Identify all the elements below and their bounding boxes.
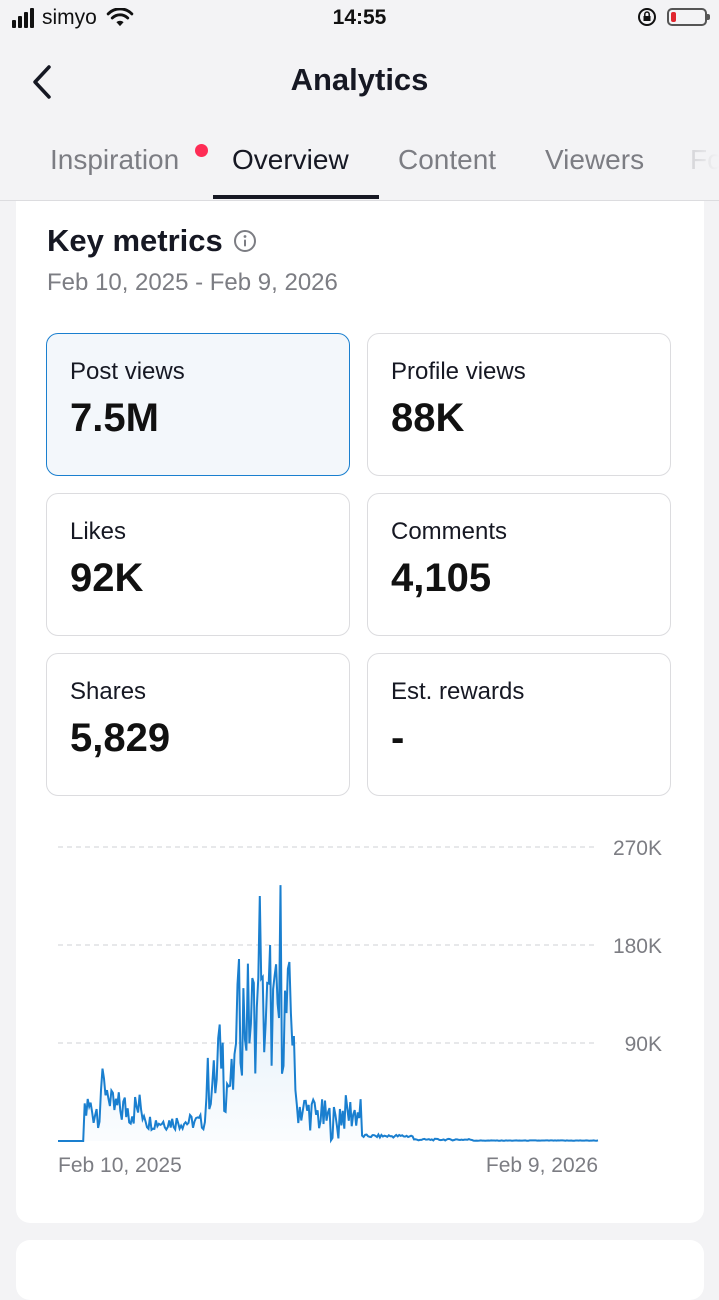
header: Analytics	[0, 40, 719, 122]
back-button[interactable]	[22, 62, 62, 102]
rotation-lock-icon	[638, 8, 656, 26]
tab-fade	[679, 122, 719, 200]
metric-label: Est. rewards	[391, 678, 525, 705]
tab-inspiration[interactable]: Inspiration	[50, 144, 180, 175]
notification-dot	[195, 144, 208, 157]
metric-value: 7.5M	[70, 396, 159, 440]
active-tab-indicator	[213, 195, 379, 199]
x-start-label: Feb 10, 2025	[58, 1154, 182, 1177]
y-tick-label: 270K	[613, 837, 662, 860]
metric-label: Comments	[391, 518, 508, 545]
metric-shares[interactable]: Shares 5,829	[46, 653, 350, 796]
metric-label: Post views	[70, 358, 185, 385]
y-tick-label: 180K	[613, 935, 662, 958]
series-area	[58, 885, 598, 1141]
status-left: simyo	[12, 6, 135, 30]
wifi-icon	[106, 8, 134, 27]
date-range: Feb 10, 2025 - Feb 9, 2026	[47, 269, 338, 296]
info-icon[interactable]	[233, 229, 257, 253]
metric-label: Likes	[70, 518, 127, 545]
battery-icon	[667, 8, 710, 26]
metric-est-rewards[interactable]: Est. rewards -	[367, 653, 671, 796]
post-views-chart: 90K 180K 270K Feb 10, 2025 Feb 9, 2026	[58, 837, 662, 1177]
tab-content[interactable]: Content	[398, 144, 497, 175]
metric-label: Shares	[70, 678, 147, 705]
metric-value: 4,105	[391, 556, 492, 600]
chevron-left-icon	[33, 65, 51, 99]
y-tick-label: 90K	[625, 1033, 662, 1056]
tab-bar: Inspiration Overview Content Viewers Fo	[0, 122, 719, 201]
carrier-name: simyo	[42, 6, 97, 29]
status-right	[637, 7, 710, 27]
metric-post-views[interactable]: Post views 7.5M	[46, 333, 350, 476]
metric-label: Profile views	[391, 358, 526, 385]
key-metrics-title: Key metrics	[47, 223, 223, 258]
signal-icon	[12, 8, 34, 28]
metric-value: 88K	[391, 396, 465, 440]
status-bar: simyo 14:55	[0, 0, 719, 40]
series-line	[58, 885, 599, 1144]
tab-viewers[interactable]: Viewers	[545, 144, 645, 175]
tab-overview[interactable]: Overview	[232, 144, 349, 175]
metric-profile-views[interactable]: Profile views 88K	[367, 333, 671, 476]
x-end-label: Feb 9, 2026	[486, 1154, 598, 1177]
key-metrics-header: Key metrics	[47, 223, 257, 259]
key-metrics-card: Key metrics Feb 10, 2025 - Feb 9, 2026 P…	[16, 201, 704, 1223]
clock: 14:55	[332, 6, 387, 29]
metric-value: -	[391, 716, 405, 760]
metric-value: 5,829	[70, 716, 171, 760]
next-card	[16, 1240, 704, 1300]
metric-value: 92K	[70, 556, 144, 600]
metric-comments[interactable]: Comments 4,105	[367, 493, 671, 636]
page-title: Analytics	[290, 62, 429, 97]
metric-likes[interactable]: Likes 92K	[46, 493, 350, 636]
